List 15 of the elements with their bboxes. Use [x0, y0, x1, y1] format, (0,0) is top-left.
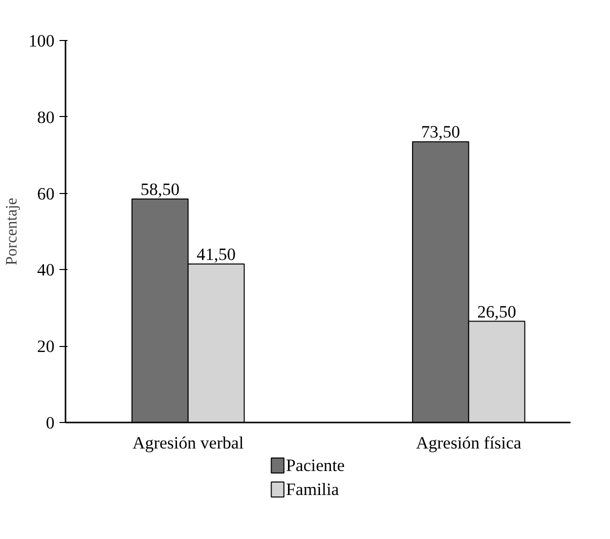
data-label: 58,50 [140, 180, 180, 200]
y-tick-label: 40 [37, 260, 54, 280]
data-label: 26,50 [477, 302, 516, 322]
data-label: 41,50 [196, 244, 236, 264]
legend-label: Familia [286, 480, 340, 499]
y-axis-title: Porcentaje [4, 198, 21, 266]
x-tick-label: Agresión física [416, 434, 522, 452]
y-tick-label: 80 [37, 108, 54, 127]
legend-label: Paciente [286, 456, 346, 475]
data-label: 73,50 [421, 122, 460, 142]
y-tick-label: 100 [28, 32, 55, 50]
y-tick-label: 20 [37, 337, 54, 356]
y-tick-label: 60 [37, 184, 54, 204]
y-tick-label: 0 [46, 414, 55, 432]
x-tick-label: Agresión verbal [132, 434, 244, 452]
